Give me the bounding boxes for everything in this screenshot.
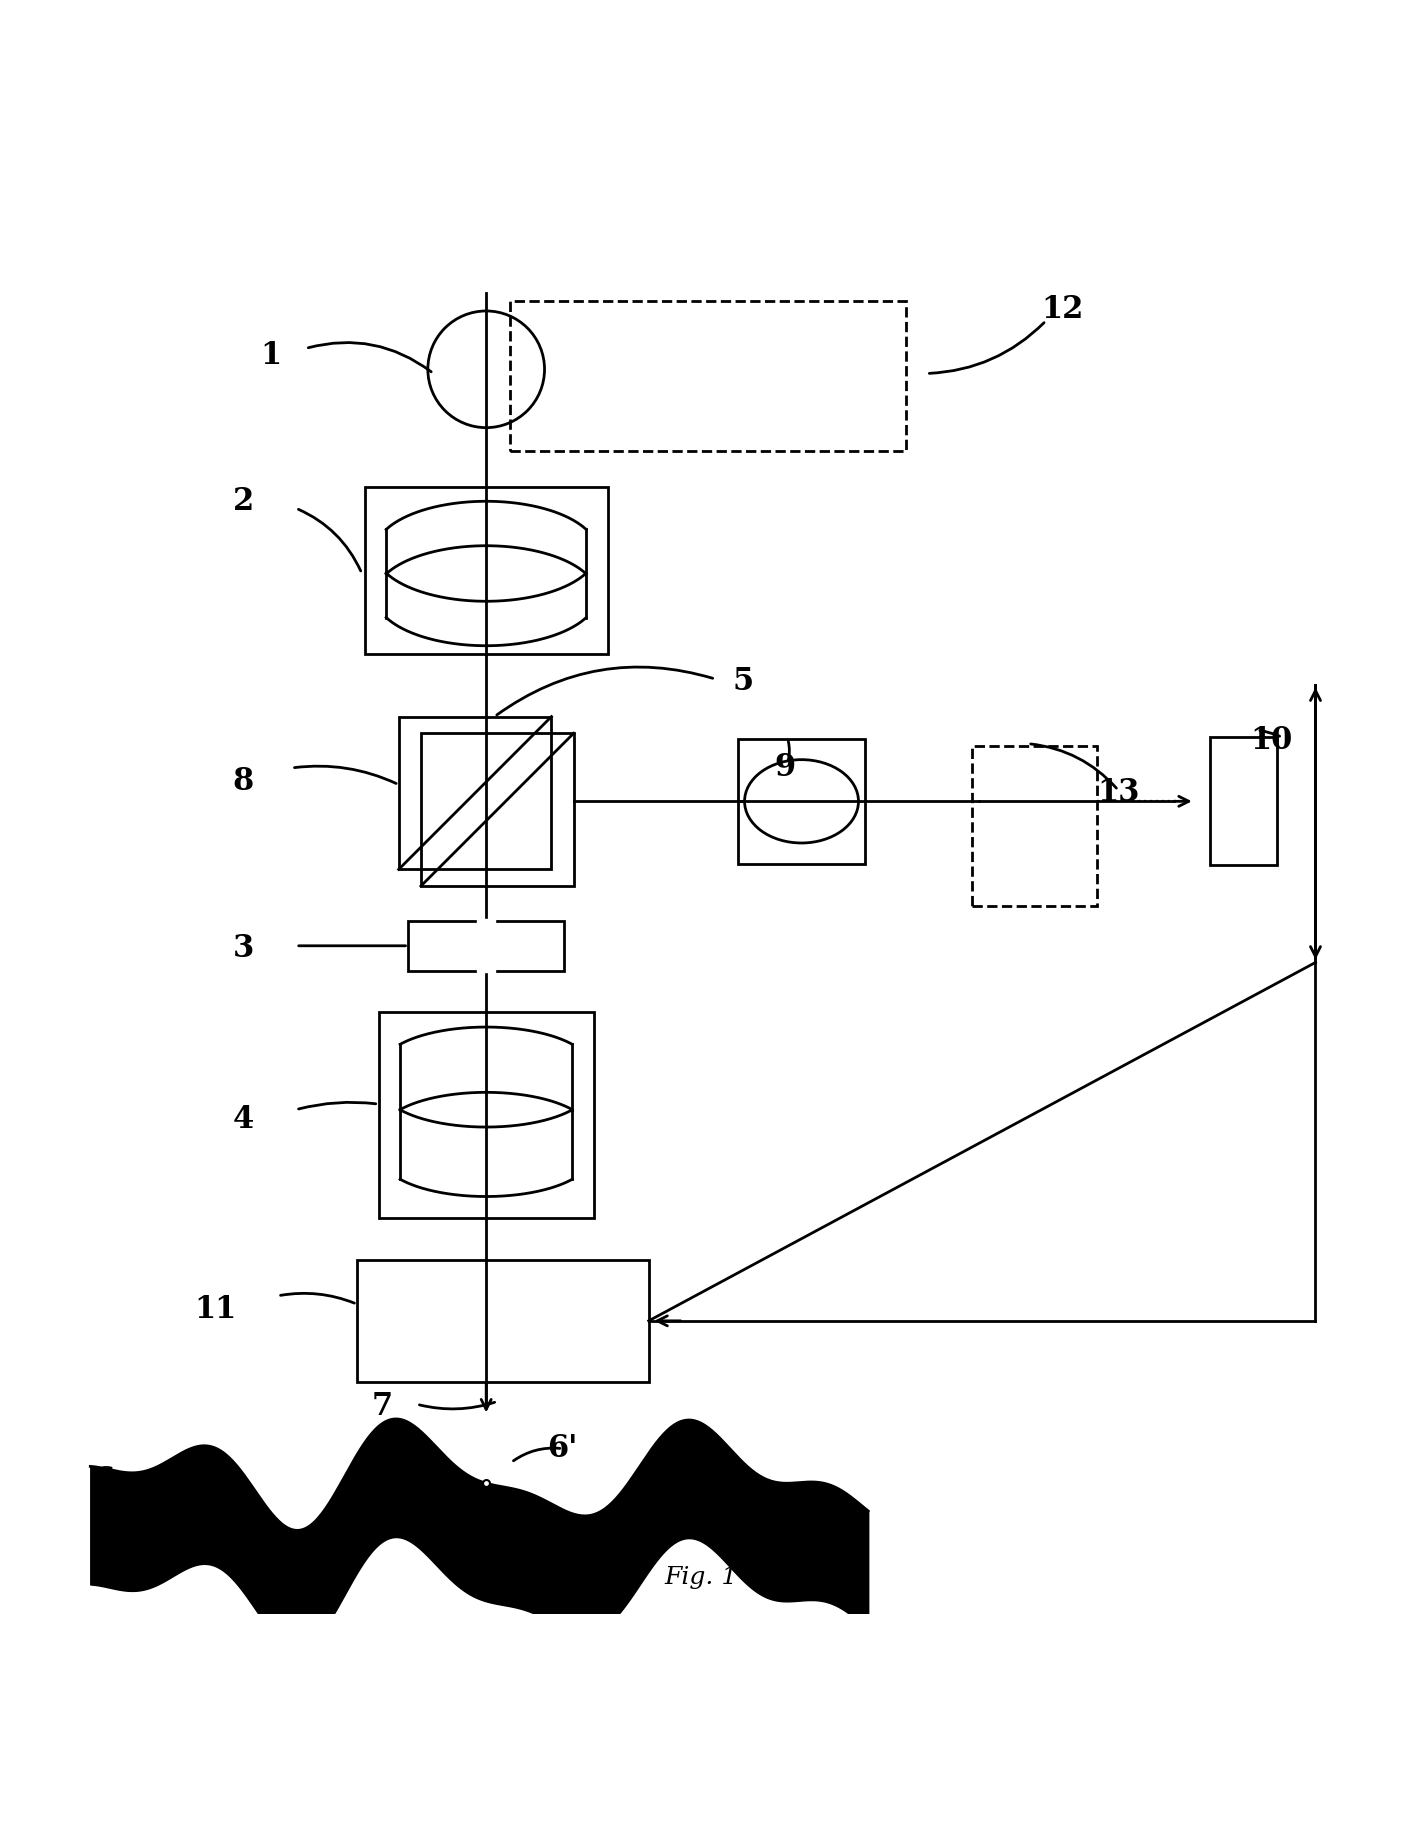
Text: 9: 9 [774,753,796,784]
Text: 5: 5 [732,666,753,698]
Bar [972,747,1097,907]
Bar [398,716,551,870]
Bar [365,487,607,654]
Text: 6': 6' [547,1434,578,1463]
Text: 8: 8 [233,766,254,797]
Text: Fig. 1: Fig. 1 [665,1566,738,1590]
Text: 3: 3 [233,933,254,964]
Text: 7: 7 [372,1392,393,1423]
Text: 1: 1 [261,340,282,371]
Bar [408,922,564,971]
Text: 11: 11 [194,1294,237,1326]
Bar [738,738,866,863]
Text: 6: 6 [94,1465,115,1496]
Text: 12: 12 [1041,294,1085,325]
Text: 2: 2 [233,487,254,516]
Bar [1209,738,1277,865]
Text: 10: 10 [1250,725,1292,756]
Bar [379,1012,593,1217]
Text: 4: 4 [233,1103,254,1135]
Text: 13: 13 [1097,777,1139,808]
Bar [511,301,906,452]
Bar [421,733,574,887]
Bar [356,1259,648,1383]
Polygon shape [477,920,495,973]
